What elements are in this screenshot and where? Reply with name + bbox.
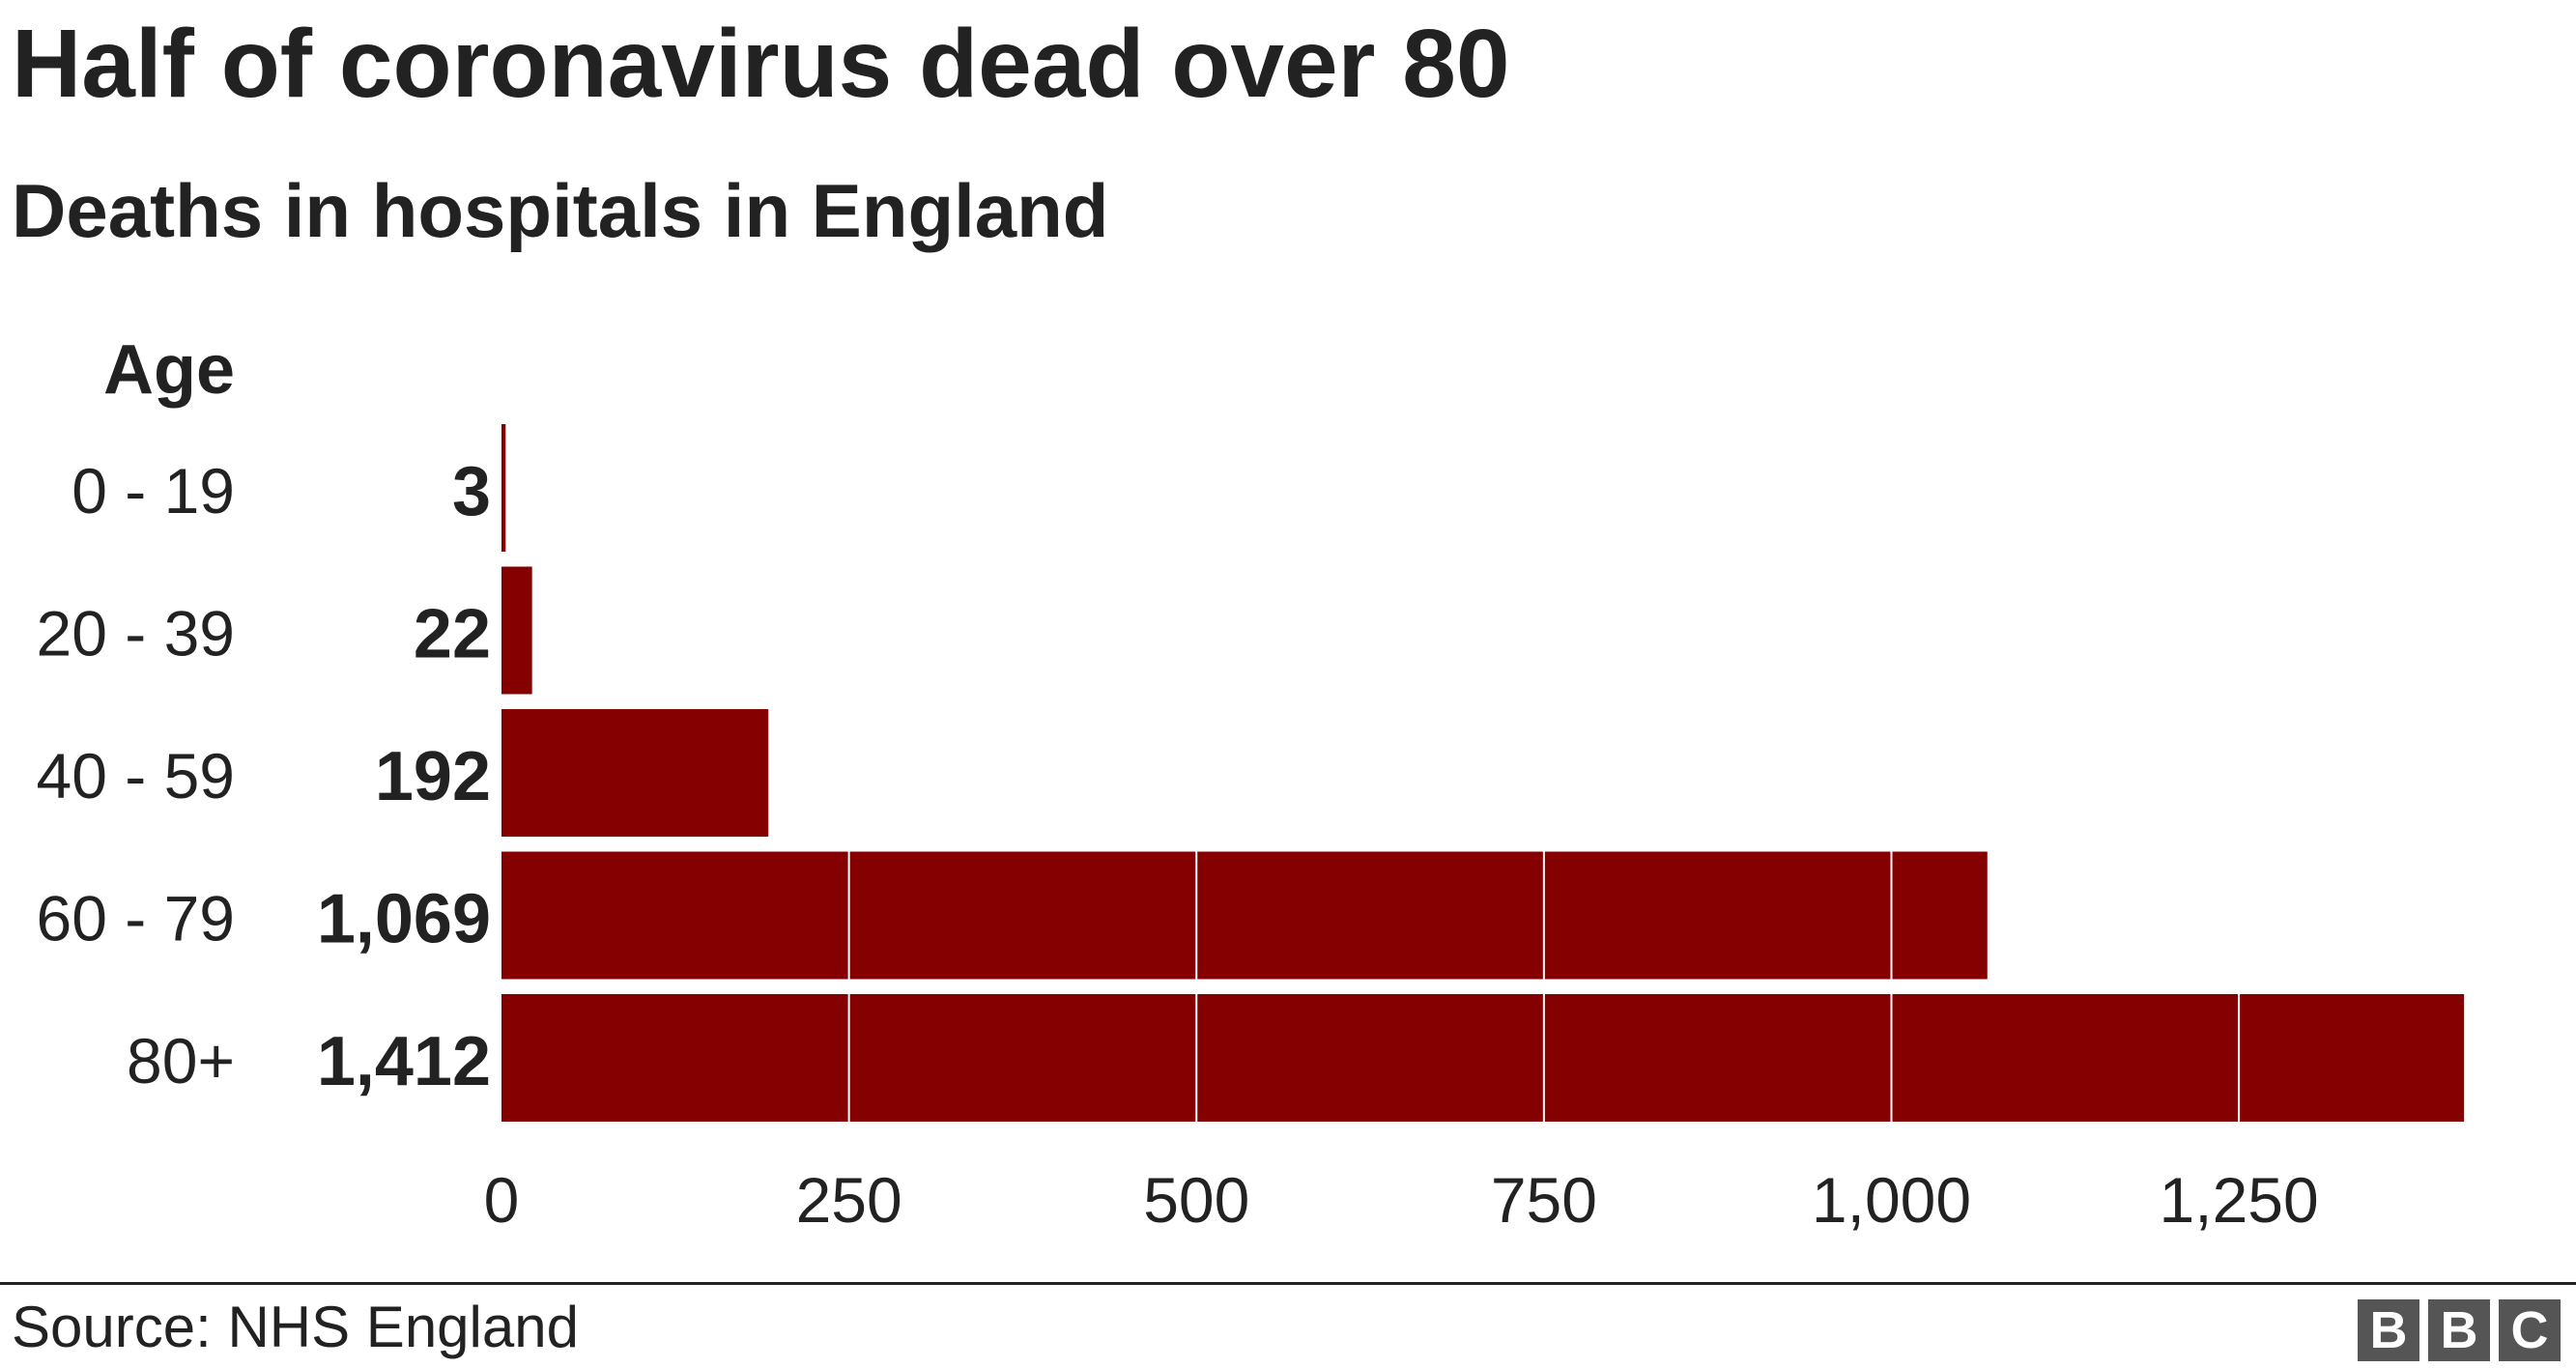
bars <box>501 424 2465 1122</box>
x-tick-label: 0 <box>484 1164 520 1236</box>
bar-chart: Age 0 - 19 20 - 39 40 - 59 60 - 79 80+ 3 22 19… <box>37 331 2465 1236</box>
value-label: 3 <box>452 453 491 530</box>
bar <box>501 709 769 837</box>
bbc-logo: B B C <box>2358 1299 2561 1361</box>
value-label: 1,069 <box>317 881 491 958</box>
x-tick-label: 1,000 <box>1812 1164 1971 1236</box>
value-label: 192 <box>375 738 491 815</box>
value-label: 22 <box>414 596 491 673</box>
footer-divider <box>0 1282 2576 1285</box>
x-tick-label: 500 <box>1143 1164 1249 1236</box>
category-label: 40 - 59 <box>37 740 235 812</box>
category-label: 20 - 39 <box>37 598 235 670</box>
source-note: Source: NHS England <box>12 1295 579 1359</box>
x-axis-tick-labels: 0 250 500 750 1,000 1,250 <box>484 1164 2319 1236</box>
x-tick-label: 1,250 <box>2160 1164 2319 1236</box>
category-label: 60 - 79 <box>37 883 235 955</box>
category-label: 0 - 19 <box>72 455 235 527</box>
bar <box>501 994 2465 1122</box>
x-tick-label: 250 <box>796 1164 902 1236</box>
bar <box>501 424 506 552</box>
category-axis-label: Age <box>103 331 235 409</box>
bar <box>501 566 532 695</box>
bbc-logo-letter: B <box>2428 1299 2490 1361</box>
x-tick-label: 750 <box>1491 1164 1597 1236</box>
chart-title: Half of coronavirus dead over 80 <box>12 10 1510 118</box>
gridlines-on-bars <box>847 851 2241 1122</box>
value-label: 1,412 <box>317 1023 491 1100</box>
bar <box>501 851 1988 980</box>
value-labels: 3 22 192 1,069 1,412 <box>317 453 491 1100</box>
bbc-logo-letter: C <box>2499 1299 2561 1361</box>
category-labels: 0 - 19 20 - 39 40 - 59 60 - 79 80+ <box>37 455 235 1097</box>
bbc-logo-letter: B <box>2358 1299 2419 1361</box>
category-label: 80+ <box>127 1025 235 1097</box>
chart-subtitle: Deaths in hospitals in England <box>12 168 1109 253</box>
